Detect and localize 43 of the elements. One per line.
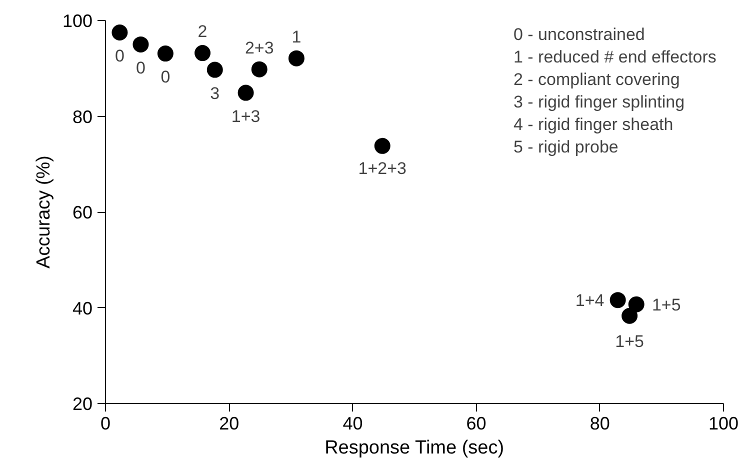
y-tick-label: 80 [72,106,93,127]
x-tick-label: 80 [590,414,610,434]
annotation: 1+4 [575,291,604,310]
x-tick-label: 0 [100,414,111,434]
annotation: 4 - rigid finger sheath [514,115,674,134]
annotation: 1+2+3 [358,158,406,178]
annotation: 0 - unconstrained [514,25,645,44]
point [206,62,223,78]
point [622,308,638,324]
point [610,292,626,308]
point [112,24,128,40]
annotation: 0 [160,68,170,87]
y-tick-label: 20 [72,394,93,414]
x-tick-label: 40 [342,414,363,434]
point [288,50,304,66]
annotation: 5 - rigid probe [514,138,618,156]
annotation: 1 - reduced # end effectors [514,48,716,66]
y-tick-label: 40 [72,298,93,318]
x-tick-label: 20 [219,414,240,434]
annotation: 3 - rigid finger splinting [514,92,685,112]
point [374,138,390,154]
point [157,46,174,62]
annotation: 2 - compliant covering [514,70,680,89]
x-axis-title: Response Time (sec) [324,438,504,458]
annotation: 0 [136,58,146,78]
point [251,61,268,78]
x-tick-label: 60 [466,414,486,434]
y-tick-label: 60 [72,202,93,222]
point [194,45,211,62]
annotation: 0 [114,46,124,66]
annotation: 1+5 [652,295,681,314]
annotation: 1 [292,27,302,46]
annotation: 1+5 [615,332,644,351]
point [238,84,254,101]
annotation: 3 [210,84,220,103]
point [628,296,644,312]
y-axis-title: Accuracy (%) [33,156,54,268]
y-tick-label: 100 [62,11,93,31]
x-tick-label: 100 [708,414,739,434]
annotation: 2+3 [244,38,274,58]
annotation: 2 [198,22,208,42]
annotation: 1+3 [231,106,260,126]
point [132,36,149,52]
